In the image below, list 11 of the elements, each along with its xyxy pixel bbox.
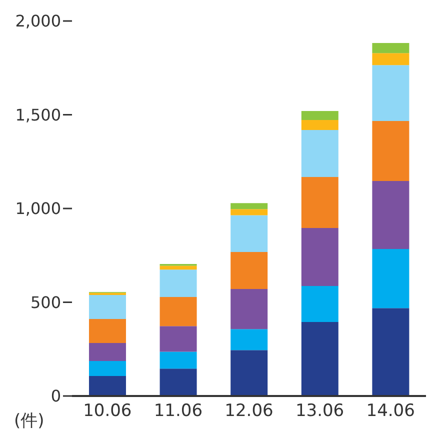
x-tick-label: 14.06 (366, 401, 415, 422)
x-tick-label: 11.06 (154, 401, 203, 422)
y-tick-label: 500 (30, 292, 61, 312)
y-tick-label: 0 (50, 386, 61, 406)
y-tick-label: 2,000 (15, 12, 61, 31)
y-tick-label: 1,500 (15, 105, 61, 124)
x-tick-label: 12.06 (224, 401, 274, 422)
x-tick-label: 13.06 (295, 401, 344, 422)
y-axis-title: (件) (14, 411, 44, 431)
y-tick-label: 1,000 (15, 199, 61, 218)
x-tick-label: 10.06 (83, 401, 132, 422)
